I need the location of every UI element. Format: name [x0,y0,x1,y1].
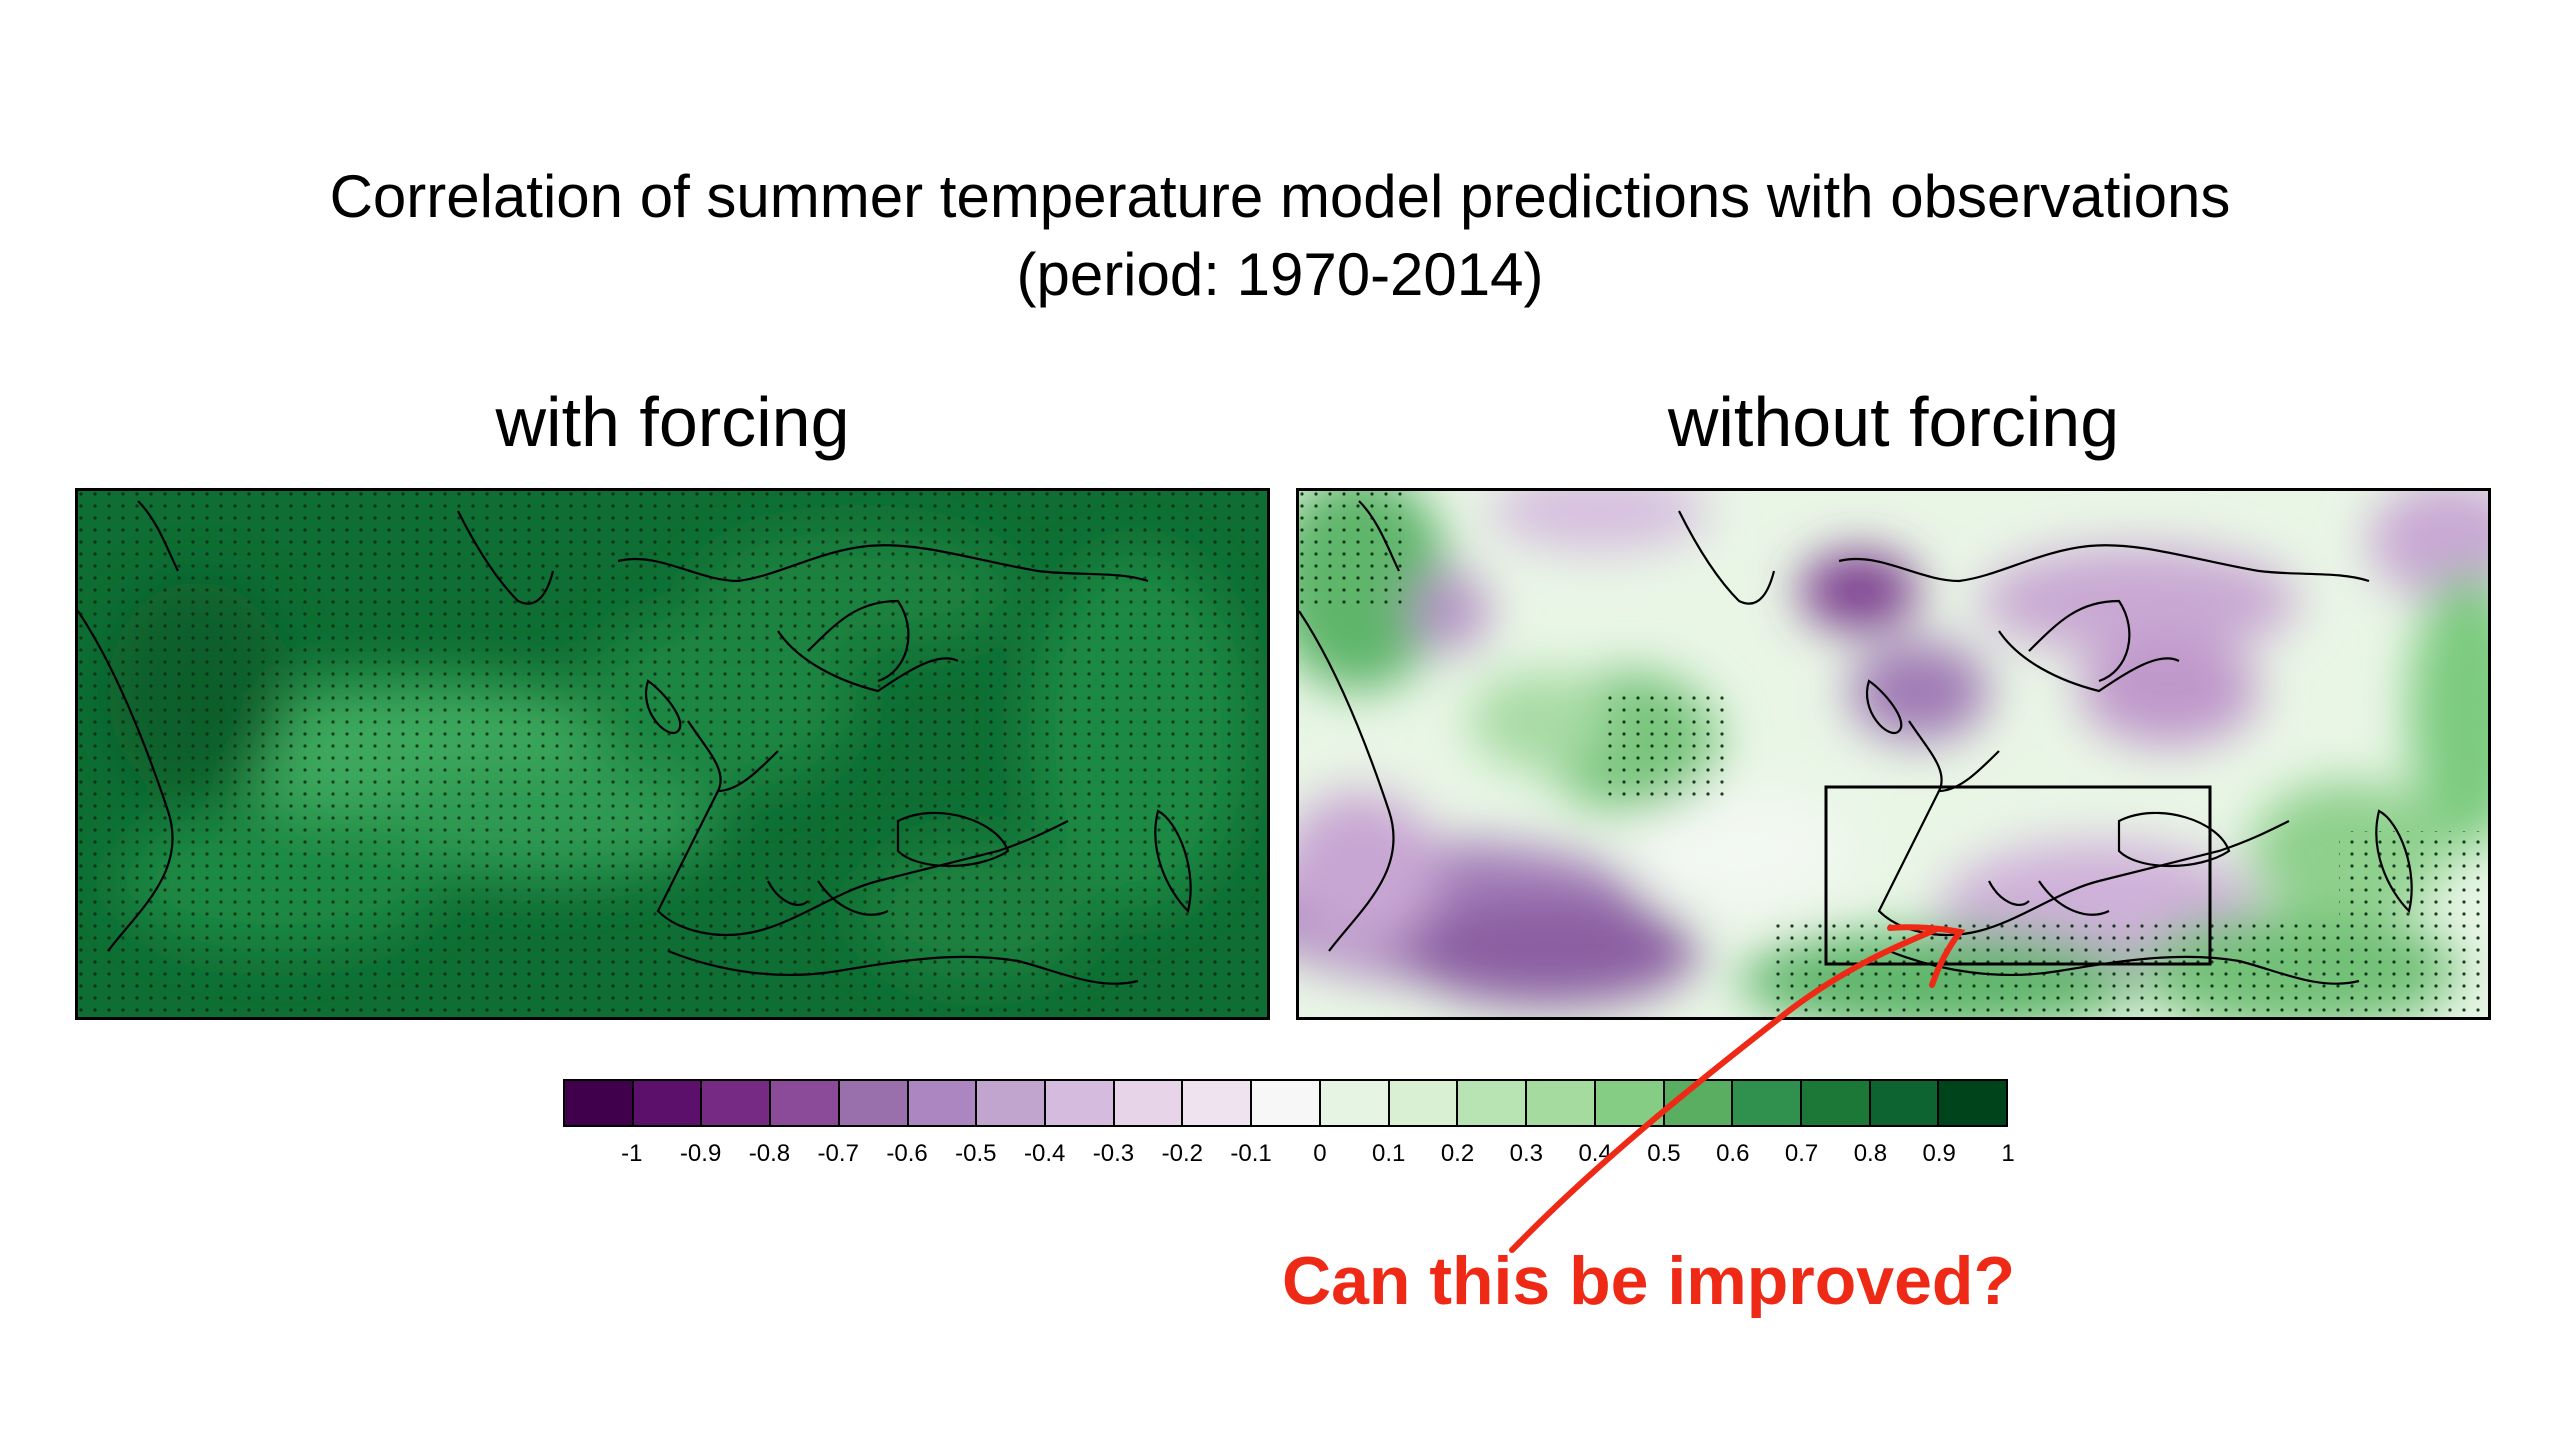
colorbar-swatch-20 [1939,1081,2007,1125]
colorbar-swatch-14 [1527,1081,1596,1125]
colorbar-swatch-9 [1183,1081,1253,1125]
significance-stippling [78,491,1267,1017]
colorbar-tick-label: -0.3 [1092,1140,1135,1167]
chart-title: Correlation of summer temperature model … [0,158,2560,314]
colorbar-swatch-15 [1595,1081,1665,1125]
colorbar-tick-label: 0.3 [1509,1140,1544,1167]
colorbar-tick-label: 0.6 [1716,1140,1750,1167]
colorbar-tick-label: 1 [2001,1140,2015,1167]
colorbar-swatch-8 [1114,1081,1184,1125]
colorbar-tick-label: -0.9 [679,1140,722,1167]
colorbar-swatch-12 [1389,1081,1459,1125]
colorbar-tick-label: -0.8 [748,1140,791,1167]
colorbar-swatch-11 [1320,1081,1390,1125]
colorbar-swatch-5 [908,1081,978,1125]
colorbar-swatch-18 [1801,1081,1871,1125]
colorbar-tick-label: 0.8 [1853,1140,1888,1167]
colorbar-tick-label: -0.2 [1161,1140,1203,1167]
colorbar-swatch-16 [1664,1081,1734,1125]
colorbar-tick-label: -1 [621,1140,643,1167]
coastlines [1299,500,2413,985]
colorbar-swatch-3 [771,1081,840,1125]
colorbar-tick-label: 0.2 [1440,1140,1475,1167]
map-without-forcing-svg [1299,491,2488,1017]
colorbar-swatch-1 [633,1081,703,1125]
title-line-2: (period: 1970-2014) [1016,241,1544,308]
colorbar-tick-label: 0.7 [1784,1140,1819,1167]
map-with-forcing [75,488,1270,1020]
colorbar-swatch-10 [1252,1081,1321,1125]
mediterranean-region-box [1824,785,2212,966]
colorbar-tick-label: -0.4 [1023,1140,1066,1167]
colorbar-swatch-6 [977,1081,1047,1125]
colorbar-swatch-7 [1046,1081,1115,1125]
colorbar-swatch-19 [1870,1081,1940,1125]
title-line-1: Correlation of summer temperature model … [329,163,2231,230]
panel-title-without-forcing: without forcing [1667,383,2120,461]
colorbar-swatch-2 [702,1081,772,1125]
colorbar-swatch-17 [1733,1081,1802,1125]
colorbar-tick-label: -0.5 [955,1140,997,1167]
colorbar-tick-label: -0.1 [1230,1140,1272,1167]
annotation-question: Can this be improved? [1282,1243,2015,1319]
map-with-forcing-svg [78,491,1267,1017]
colorbar-swatch-13 [1458,1081,1528,1125]
colorbar-tick-label: 0.5 [1647,1140,1681,1167]
colorbar-tick-label: 0.9 [1922,1140,1956,1167]
colorbar-tick-label: 0.1 [1372,1140,1406,1167]
colorbar-tick-label: 0.4 [1578,1140,1612,1167]
colorbar-swatch-0 [565,1081,634,1125]
colorbar-tick-label: -0.7 [817,1140,859,1167]
colorbar [563,1079,2008,1127]
colorbar-swatch-4 [839,1081,909,1125]
panel-title-with-forcing: with forcing [495,383,850,461]
colorbar-tick-label: 0 [1313,1140,1327,1167]
coastlines [78,500,1192,985]
map-without-forcing [1296,488,2491,1020]
colorbar-tick-label: -0.6 [886,1140,928,1167]
